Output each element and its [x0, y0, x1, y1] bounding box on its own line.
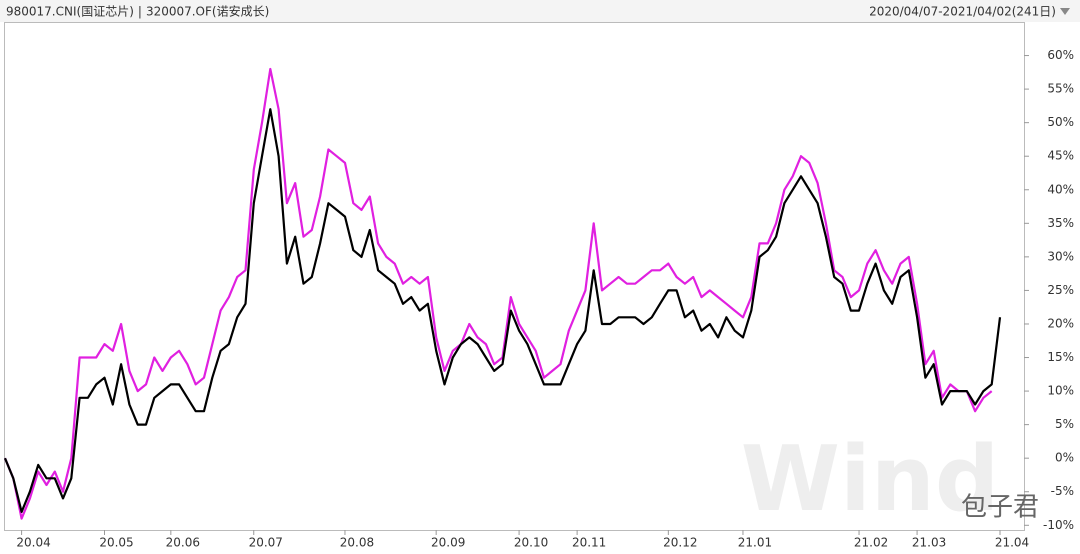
- y-tick-label: 30%: [1047, 249, 1074, 263]
- x-tick-label: 20.12: [663, 536, 697, 550]
- y-tick-label: 35%: [1047, 216, 1074, 230]
- plot-frame: [4, 22, 1025, 531]
- legend-entry: 320007.OF(诺安成长): [146, 4, 269, 19]
- y-tick-label: 0%: [1055, 451, 1074, 465]
- x-tick-label: 20.05: [99, 536, 133, 550]
- x-tick-label: 20.07: [249, 536, 283, 550]
- series-line: [3, 67, 993, 520]
- y-tick-label: -10%: [1043, 518, 1074, 532]
- x-tick-label: 20.08: [340, 536, 374, 550]
- y-tick-label: 10%: [1047, 384, 1074, 398]
- y-tick-label: 5%: [1055, 417, 1074, 431]
- y-tick-label: 55%: [1047, 82, 1074, 96]
- x-tick-label: 21.03: [912, 536, 946, 550]
- date-range: 2020/04/07-2021/04/02(241日): [869, 5, 1056, 19]
- x-tick-label: 21.04: [995, 536, 1029, 550]
- y-tick-label: 40%: [1047, 182, 1074, 196]
- watermark-2: 包子君: [961, 493, 1039, 523]
- separator: |: [138, 5, 142, 19]
- legend-entry: 980017.CNI(国证芯片): [6, 5, 134, 19]
- watermark: Wind: [741, 427, 1000, 532]
- y-tick-label: 45%: [1047, 149, 1074, 163]
- x-tick-label: 20.06: [166, 536, 200, 550]
- dropdown-icon[interactable]: [1060, 8, 1070, 15]
- y-tick-label: 15%: [1047, 350, 1074, 364]
- series-line: [3, 108, 1002, 513]
- x-tick-label: 20.09: [431, 536, 465, 550]
- y-tick-label: 50%: [1047, 115, 1074, 129]
- y-tick-label: -5%: [1051, 484, 1074, 498]
- x-tick-label: 20.10: [514, 536, 548, 550]
- y-tick-label: 20%: [1047, 316, 1074, 330]
- y-tick-label: 25%: [1047, 283, 1074, 297]
- y-tick-label: 60%: [1047, 48, 1074, 62]
- x-tick-label: 21.02: [854, 536, 888, 550]
- x-tick-label: 20.11: [572, 536, 606, 550]
- x-tick-label: 21.01: [738, 536, 772, 550]
- x-tick-label: 20.04: [16, 536, 50, 550]
- header-bar: [0, 0, 1080, 22]
